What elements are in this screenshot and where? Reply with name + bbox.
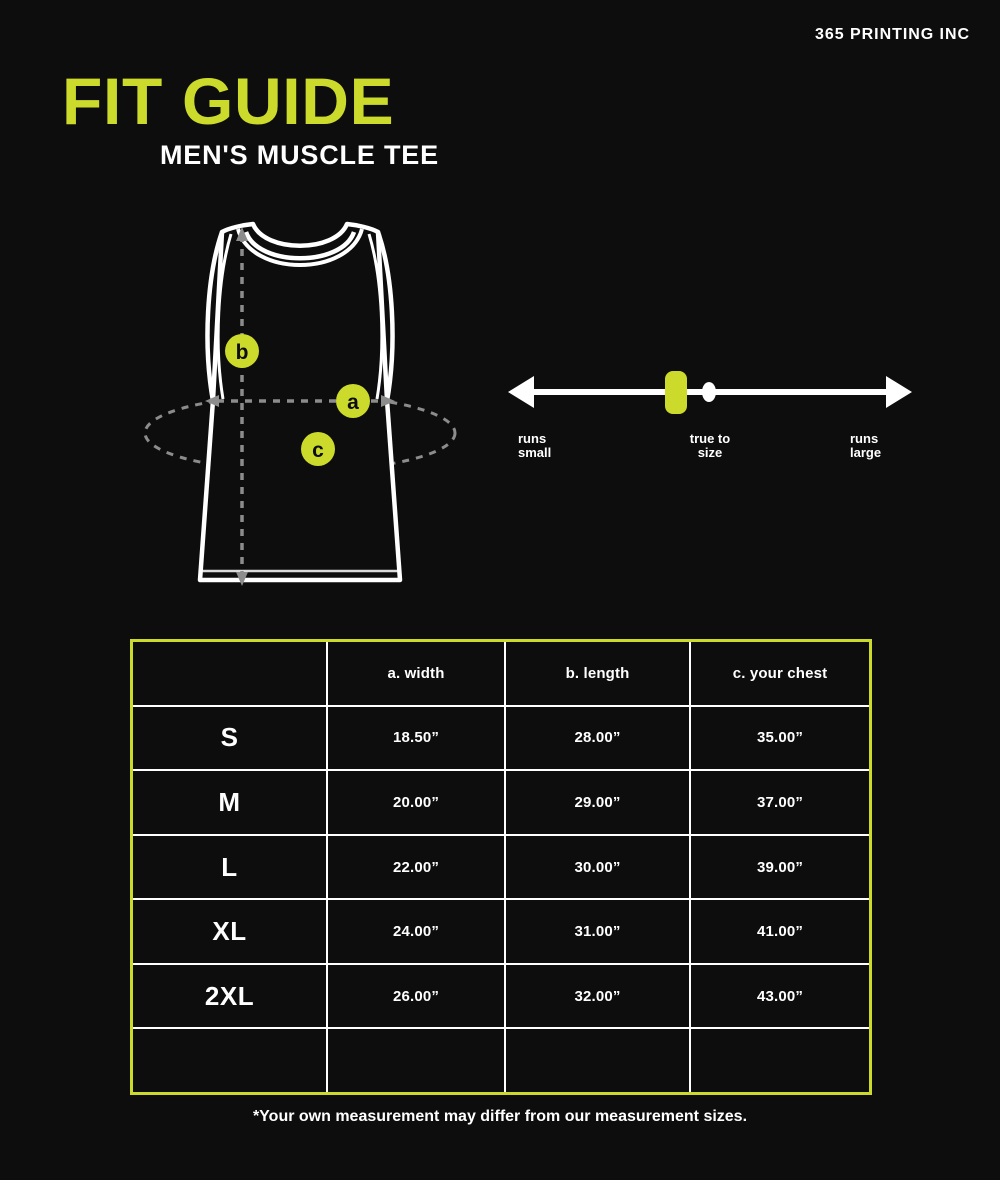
marker-b-label: b <box>236 341 249 364</box>
fit-label-runs-large: runs large <box>850 431 882 460</box>
right-armhole <box>375 231 395 402</box>
marker-b: b <box>225 334 259 368</box>
width-value: 22.00” <box>393 858 439 876</box>
width-arrow-right <box>381 395 395 407</box>
page-title: FIT GUIDE <box>62 64 395 138</box>
length-value: 31.00” <box>574 923 621 941</box>
cell-size: XL <box>133 900 328 963</box>
table-header-row: a. width b. length c. your chest <box>133 642 869 707</box>
marker-c-label: c <box>312 439 324 462</box>
left-armhole-seam <box>216 233 233 400</box>
cell-width <box>328 1029 506 1093</box>
table-row <box>133 1029 869 1093</box>
tank-top-outline <box>197 221 403 583</box>
fit-label-runs-small: runs small <box>518 431 552 460</box>
marker-c: c <box>301 432 335 466</box>
table-row: S 18.50” 28.00” 35.00” <box>133 706 869 772</box>
fit-label-true-to-size: true to size <box>689 431 731 460</box>
fit-scale-marker <box>665 371 687 414</box>
length-value: 28.00” <box>574 729 621 747</box>
cell-width: 26.00” <box>328 964 506 1028</box>
left-armhole <box>205 231 225 402</box>
chest-ellipse-guide <box>143 393 457 473</box>
cell-width: 20.00” <box>328 771 506 834</box>
chest-value: 35.00” <box>757 729 803 747</box>
muscle-tee-diagram: b a c <box>125 205 475 600</box>
table-row: M 20.00” 29.00” 37.00” <box>133 771 869 836</box>
cell-length: 28.00” <box>506 706 691 770</box>
cell-chest: 37.00” <box>691 771 869 834</box>
cell-size: 2XL <box>133 964 328 1028</box>
table-row: L 22.00” 30.00” 39.00” <box>133 835 869 901</box>
cell-size <box>133 1029 328 1093</box>
cell-chest: 35.00” <box>691 707 869 770</box>
size-label: M <box>218 786 241 817</box>
width-value: 26.00” <box>393 987 439 1005</box>
header-cell-length: b. length <box>506 642 691 705</box>
size-table: a. width b. length c. your chest S 18.50… <box>130 639 872 1095</box>
header-label-length: b. length <box>565 664 630 682</box>
cell-chest: 41.00” <box>691 900 869 963</box>
cell-size: S <box>133 706 328 770</box>
fit-scale-labels: runs small true to size runs large <box>500 432 920 472</box>
chest-value: 37.00” <box>757 793 803 811</box>
header-cell-blank <box>133 642 328 705</box>
width-value: 24.00” <box>393 923 439 941</box>
brand-label: 365 PRINTING INC <box>815 26 970 43</box>
width-value: 20.00” <box>393 793 439 811</box>
marker-a: a <box>336 384 370 418</box>
cell-length: 30.00” <box>506 835 691 899</box>
neckline-collar-inner <box>236 228 364 267</box>
length-value: 30.00” <box>574 858 621 876</box>
table-row: XL 24.00” 31.00” 41.00” <box>133 900 869 965</box>
size-label: XL <box>212 916 247 947</box>
fit-scale: runs small true to size runs large <box>500 360 920 470</box>
cell-chest: 43.00” <box>691 965 869 1028</box>
measurement-disclaimer: *Your own measurement may differ from ou… <box>252 1108 748 1125</box>
chest-value: 41.00” <box>757 923 803 941</box>
cell-width: 18.50” <box>328 706 506 770</box>
cell-length: 29.00” <box>506 771 691 834</box>
size-label: L <box>221 851 238 882</box>
page-subtitle: MEN'S MUSCLE TEE <box>160 140 439 170</box>
size-label: S <box>220 722 239 753</box>
length-arrow-bottom <box>236 572 248 586</box>
cell-width: 22.00” <box>328 835 506 899</box>
cell-length <box>506 1029 691 1093</box>
marker-a-label: a <box>347 391 359 414</box>
length-value: 32.00” <box>574 987 621 1005</box>
length-value: 29.00” <box>574 793 621 811</box>
right-armhole-seam <box>367 233 384 400</box>
cell-size: L <box>133 835 328 899</box>
header-label-chest: c. your chest <box>732 664 828 682</box>
length-arrow-top <box>236 227 248 241</box>
cell-chest <box>691 1029 869 1092</box>
chest-value: 43.00” <box>757 987 803 1005</box>
size-label: 2XL <box>204 980 255 1011</box>
width-arrow-left <box>205 395 219 407</box>
cell-length: 31.00” <box>506 900 691 963</box>
fit-scale-dot <box>702 382 716 402</box>
cell-size: M <box>133 771 328 834</box>
cell-width: 24.00” <box>328 900 506 963</box>
neckline-collar <box>243 231 357 261</box>
header-cell-width: a. width <box>328 642 506 705</box>
header-cell-chest: c. your chest <box>691 642 869 705</box>
header-label-width: a. width <box>387 664 445 682</box>
width-value: 18.50” <box>393 729 439 747</box>
cell-length: 32.00” <box>506 964 691 1028</box>
table-row: 2XL 26.00” 32.00” 43.00” <box>133 964 869 1030</box>
fit-scale-arrow-left <box>508 376 534 408</box>
cell-chest: 39.00” <box>691 836 869 899</box>
fit-scale-arrow-right <box>886 376 912 408</box>
chest-value: 39.00” <box>757 858 803 876</box>
